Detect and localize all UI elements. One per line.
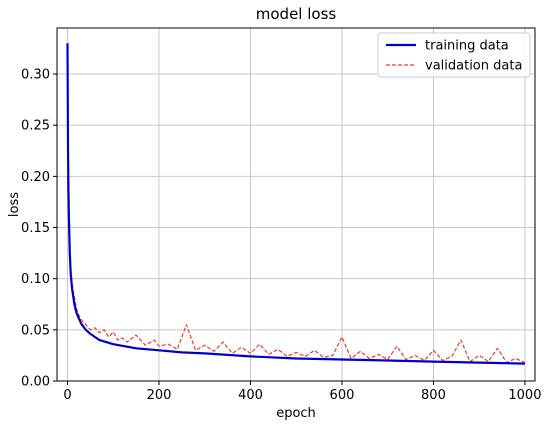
x-tick-label: 0 bbox=[63, 388, 71, 403]
chart-title: model loss bbox=[256, 5, 337, 23]
plot-frame bbox=[56, 27, 536, 382]
y-tick-label: 0.10 bbox=[21, 272, 50, 287]
x-tick-label: 600 bbox=[330, 388, 355, 403]
y-tick-label: 0.25 bbox=[21, 119, 50, 134]
ticks: 0 200 400 600 800 1000 0.00 0.05 0.10 0.15 0.20 0.2… bbox=[21, 68, 541, 403]
grid bbox=[57, 28, 535, 382]
legend: training data validation data bbox=[377, 32, 531, 78]
x-axis-label: epoch bbox=[276, 406, 316, 421]
series-layer bbox=[66, 43, 526, 365]
y-tick-label: 0.05 bbox=[21, 323, 50, 338]
series-line-validation bbox=[66, 176, 526, 364]
legend-label: validation data bbox=[425, 59, 522, 74]
x-tick-label: 200 bbox=[147, 388, 172, 403]
x-tick-label: 400 bbox=[238, 388, 263, 403]
y-tick-label: 0.30 bbox=[21, 68, 50, 83]
y-axis-label: loss bbox=[7, 192, 22, 217]
x-tick-label: 800 bbox=[421, 388, 446, 403]
y-tick-label: 0.20 bbox=[21, 170, 50, 185]
y-tick-label: 0.00 bbox=[21, 375, 50, 390]
y-tick-label: 0.15 bbox=[21, 221, 50, 236]
series-line-training bbox=[66, 43, 525, 365]
x-tick-label: 1000 bbox=[508, 388, 541, 403]
legend-label: training data bbox=[425, 39, 509, 54]
